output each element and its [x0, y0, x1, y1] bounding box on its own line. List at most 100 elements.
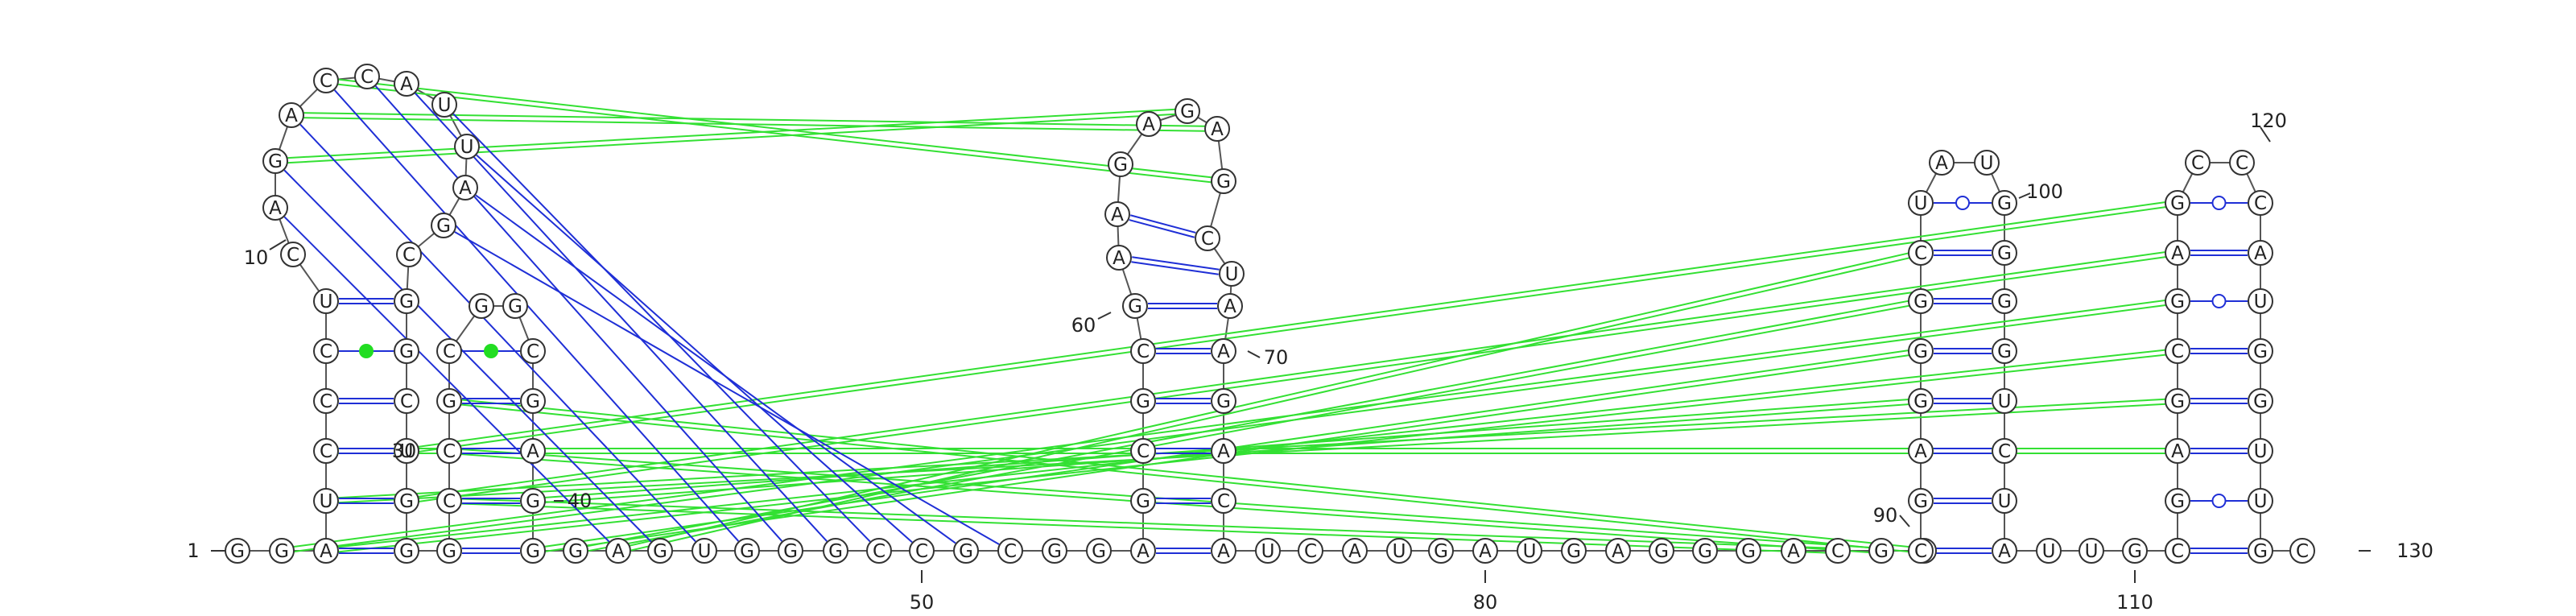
svg-text:G: G: [1113, 155, 1128, 176]
nucleotide-28: C: [436, 488, 462, 514]
svg-text:C: C: [2235, 153, 2248, 174]
nucleotide-25: G: [394, 488, 419, 514]
pseudoknot-pair-line: [275, 112, 1188, 164]
pseudoknot-pair-line: [617, 250, 1921, 550]
nucleotide-41: G: [647, 538, 673, 564]
nucleotide-14: C: [354, 64, 380, 89]
svg-text:G: G: [2253, 341, 2268, 362]
svg-text:G: G: [1216, 172, 1231, 192]
nucleotide-103: U: [1992, 388, 2017, 414]
index-label-60: 60: [1071, 314, 1096, 337]
nucleotide-104: C: [1992, 438, 2017, 464]
nucleotide-39: G: [563, 538, 588, 564]
svg-text:A: A: [1348, 541, 1361, 562]
base-pair-layer: [283, 85, 2248, 554]
pseudoknot-pair-line: [291, 116, 1217, 132]
svg-text:G: G: [1913, 341, 1928, 362]
svg-text:G: G: [526, 541, 540, 562]
nucleotide-6: C: [313, 388, 339, 414]
pseudoknot-pair-line: [325, 81, 1224, 184]
svg-text:A: A: [2171, 243, 2184, 264]
svg-text:G: G: [1128, 296, 1142, 317]
nucleotide-55: G: [1130, 388, 1156, 414]
pseudoknot-pair-line: [448, 402, 1924, 554]
svg-text:C: C: [2171, 341, 2184, 362]
nucleotide-67: A: [1217, 293, 1243, 319]
svg-text:C: C: [1137, 341, 1150, 362]
nucleotide-73: U: [1255, 538, 1281, 564]
svg-text:G: G: [2170, 291, 2185, 312]
nucleotide-69: G: [1211, 388, 1236, 414]
pseudoknot-pair-line: [406, 200, 2178, 450]
svg-text:G: G: [1997, 291, 2012, 312]
nucleotide-128: G: [2248, 538, 2273, 564]
nucleotide-60: G: [1108, 151, 1133, 177]
index-label-70: 70: [1264, 346, 1289, 369]
svg-text:U: U: [698, 541, 712, 562]
svg-text:G: G: [1997, 341, 2012, 362]
pseudoknot-pair-line: [448, 502, 1838, 554]
nucleotide-122: A: [2248, 240, 2273, 266]
index-label-80: 80: [1473, 591, 1498, 614]
svg-text:G: G: [1997, 193, 2012, 214]
svg-text:C: C: [320, 441, 332, 462]
nucleotide-65: C: [1195, 225, 1220, 251]
nucleotide-18: A: [452, 175, 478, 201]
svg-text:G: G: [275, 541, 289, 562]
svg-text:G: G: [1434, 541, 1448, 562]
index-leader-line: [1899, 515, 1910, 527]
canonical-pair-line: [1129, 219, 1195, 238]
nucleotide-102: G: [1992, 338, 2017, 364]
index-tick-layer: [921, 570, 2136, 583]
svg-text:G: G: [1741, 541, 1756, 562]
svg-text:C: C: [1201, 229, 1214, 250]
svg-text:G: G: [2170, 491, 2185, 512]
svg-text:U: U: [1998, 491, 2012, 512]
nucleotide-31: C: [436, 338, 462, 364]
svg-text:A: A: [1217, 441, 1230, 462]
pseudoknot-pair-line: [406, 250, 2178, 500]
svg-text:C: C: [1914, 243, 1927, 264]
nucleotide-124: G: [2248, 338, 2273, 364]
nucleotide-76: U: [1386, 538, 1412, 564]
index-label-30: 30: [392, 440, 417, 462]
nucleotide-109: G: [2122, 538, 2148, 564]
svg-text:G: G: [442, 541, 456, 562]
nucleotide-33: G: [502, 293, 528, 319]
svg-text:U: U: [400, 441, 414, 462]
nucleotide-7: C: [313, 338, 339, 364]
nucleotide-38: G: [520, 538, 546, 564]
nucleotide-66: U: [1219, 261, 1245, 287]
svg-text:A: A: [1787, 541, 1800, 562]
svg-text:G: G: [1136, 391, 1150, 412]
index-label-130: 130: [2396, 540, 2434, 562]
wobble-pair-marker: [1955, 196, 1970, 210]
svg-text:C: C: [2191, 153, 2204, 174]
nucleotide-40: A: [605, 538, 631, 564]
nucleotide-126: U: [2248, 438, 2273, 464]
nucleotide-92: G: [1908, 388, 1934, 414]
nucleotide-19: G: [431, 213, 456, 238]
canonical-pair-line: [1129, 214, 1196, 234]
svg-text:G: G: [1913, 491, 1928, 512]
nucleotide-11: G: [262, 148, 288, 174]
nucleotide-2: G: [269, 538, 295, 564]
nucleotide-87: G: [1868, 538, 1894, 564]
nucleotide-4: U: [313, 488, 339, 514]
svg-text:C: C: [287, 245, 299, 266]
svg-text:A: A: [1142, 114, 1155, 135]
svg-text:U: U: [2254, 441, 2268, 462]
pseudoknot-pair-line: [282, 302, 2178, 554]
nucleotide-98: U: [1974, 150, 2000, 176]
nucleotide-48: G: [953, 538, 979, 564]
svg-text:G: G: [1216, 391, 1231, 412]
svg-text:C: C: [1831, 541, 1844, 562]
index-label-40: 40: [568, 490, 592, 512]
nucleotide-36: A: [520, 438, 546, 464]
svg-text:U: U: [2042, 541, 2056, 562]
nucleotide-114: G: [2165, 388, 2190, 414]
long-range-pair-line: [454, 231, 1000, 545]
svg-text:G: G: [1136, 491, 1150, 512]
svg-text:G: G: [399, 291, 414, 312]
